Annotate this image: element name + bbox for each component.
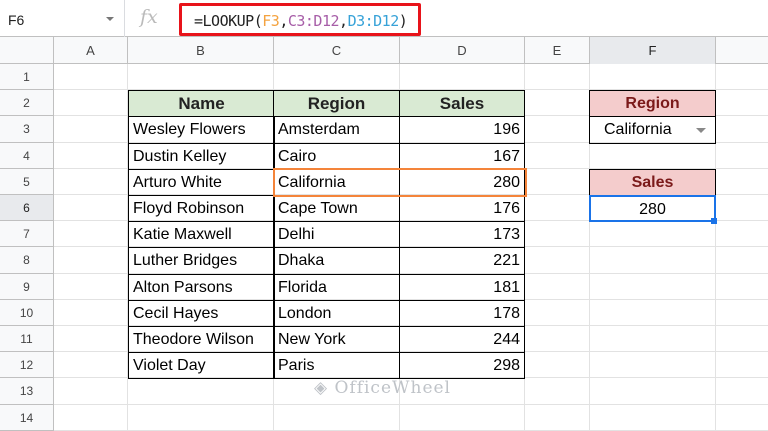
region-cell[interactable]: Amsterdam — [273, 116, 400, 144]
name-cell[interactable]: Arturo White — [128, 168, 275, 196]
row-header-2[interactable]: 2 — [0, 90, 54, 117]
row-header-13[interactable]: 13 — [0, 378, 54, 405]
row-header-9[interactable]: 9 — [0, 273, 54, 300]
grid-row — [54, 326, 768, 353]
row-header-11[interactable]: 11 — [0, 326, 54, 353]
name-cell[interactable]: Alton Parsons — [128, 273, 275, 301]
row-header-12[interactable]: 12 — [0, 352, 54, 379]
region-dropdown[interactable]: California — [589, 116, 716, 144]
sales-cell[interactable]: 244 — [399, 326, 525, 354]
watermark-logo: ◈ OfficeWheel — [314, 378, 451, 398]
table-header-region: Region — [273, 90, 400, 118]
name-cell[interactable]: Floyd Robinson — [128, 195, 275, 223]
grid-row — [54, 300, 768, 326]
sales-result-cell[interactable]: 280 — [589, 195, 716, 223]
sales-cell[interactable]: 181 — [399, 273, 525, 301]
sales-cell[interactable]: 298 — [399, 352, 525, 380]
grid-line — [127, 64, 128, 431]
sales-cell[interactable]: 173 — [399, 221, 525, 249]
region-label: Region — [589, 90, 716, 118]
grid-row — [54, 64, 768, 91]
column-header-A[interactable]: A — [54, 37, 128, 64]
grid-line — [715, 64, 716, 431]
grid-row — [54, 221, 768, 248]
name-cell[interactable]: Katie Maxwell — [128, 221, 275, 249]
region-cell[interactable]: Dhaka — [273, 247, 400, 275]
sales-cell[interactable]: 221 — [399, 247, 525, 275]
chevron-down-icon[interactable] — [106, 17, 114, 21]
table-header-name: Name — [128, 90, 275, 118]
formula-token: =LOOKUP( — [194, 12, 263, 30]
select-all-corner[interactable] — [0, 37, 54, 64]
row-header-3[interactable]: 3 — [0, 116, 54, 143]
grid-row — [54, 405, 768, 431]
formula-token: , — [279, 12, 288, 30]
column-header-F[interactable]: F — [590, 37, 716, 64]
formula-token: C3:D12 — [287, 12, 340, 30]
name-cell[interactable]: Dustin Kelley — [128, 142, 275, 170]
grid-row — [54, 378, 768, 405]
name-cell[interactable]: Cecil Hayes — [128, 299, 275, 327]
column-header-D[interactable]: D — [400, 37, 525, 64]
region-cell[interactable]: Cairo — [273, 142, 400, 170]
region-cell[interactable]: London — [273, 299, 400, 327]
column-header-C[interactable]: C — [274, 37, 400, 64]
formula-bar: F6 fx =LOOKUP(F3,C3:D12,D3:D12) — [0, 0, 768, 37]
grid-row — [54, 352, 768, 379]
sales-cell[interactable]: 176 — [399, 195, 525, 223]
formula-token: ) — [398, 12, 408, 30]
grid-line — [589, 64, 590, 431]
name-cell[interactable]: Wesley Flowers — [128, 116, 275, 144]
region-cell[interactable]: New York — [273, 326, 400, 354]
region-cell[interactable]: Cape Town — [273, 195, 400, 223]
fx-icon: fx — [140, 6, 158, 28]
region-cell[interactable]: Florida — [273, 273, 400, 301]
formula-token: D3:D12 — [347, 12, 400, 30]
formula-input[interactable]: =LOOKUP(F3,C3:D12,D3:D12) — [179, 3, 421, 36]
formula-token: , — [339, 12, 348, 30]
column-header-E[interactable]: E — [525, 37, 590, 64]
grid-row — [54, 274, 768, 300]
grid-row — [54, 247, 768, 274]
sales-cell[interactable]: 167 — [399, 142, 525, 170]
table-header-sales: Sales — [399, 90, 525, 118]
row-header-10[interactable]: 10 — [0, 299, 54, 326]
name-cell[interactable]: Violet Day — [128, 352, 275, 380]
row-header-6[interactable]: 6 — [0, 195, 54, 222]
row-header-8[interactable]: 8 — [0, 247, 54, 274]
name-cell[interactable]: Luther Bridges — [128, 247, 275, 275]
dropdown-arrow-icon[interactable] — [696, 128, 706, 134]
row-header-1[interactable]: 1 — [0, 64, 54, 91]
row-header-7[interactable]: 7 — [0, 221, 54, 248]
name-cell[interactable]: Theodore Wilson — [128, 326, 275, 354]
row-header-14[interactable]: 14 — [0, 404, 54, 431]
sales-cell[interactable]: 196 — [399, 116, 525, 144]
grid-row — [54, 116, 768, 143]
grid-row — [54, 195, 768, 222]
sales-label: Sales — [589, 168, 716, 196]
name-box-value: F6 — [8, 12, 25, 28]
region-cell[interactable]: Paris — [273, 352, 400, 380]
grid-row — [54, 169, 768, 195]
name-box[interactable]: F6 — [0, 0, 125, 37]
region-cell[interactable]: Delhi — [273, 221, 400, 249]
fill-handle[interactable] — [711, 218, 717, 225]
formula-token: F3 — [262, 12, 280, 30]
row-header-5[interactable]: 5 — [0, 168, 54, 195]
match-highlight — [273, 167, 527, 197]
row-header-4[interactable]: 4 — [0, 142, 54, 169]
sales-cell[interactable]: 178 — [399, 299, 525, 327]
column-header-B[interactable]: B — [128, 37, 274, 64]
